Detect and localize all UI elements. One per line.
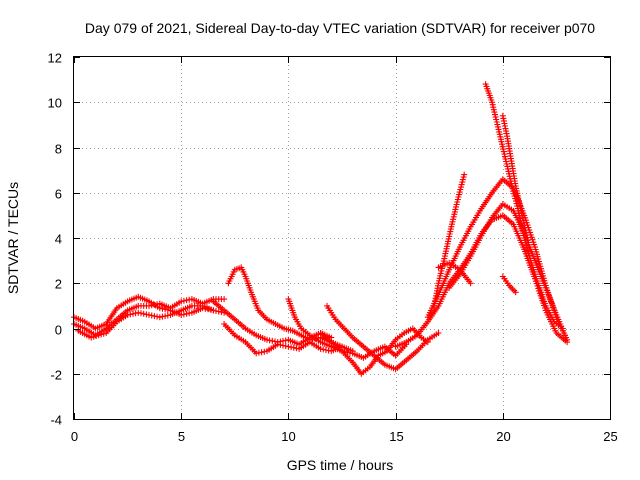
series-track-16 xyxy=(499,273,519,296)
series-markers xyxy=(499,273,519,296)
chart-title: Day 079 of 2021, Sidereal Day-to-day VTE… xyxy=(85,20,595,36)
data-point xyxy=(347,349,353,356)
data-point xyxy=(501,123,508,129)
data-point xyxy=(183,310,190,317)
data-point xyxy=(127,311,134,318)
x-tick-label: 5 xyxy=(178,429,185,444)
series-track-17 xyxy=(499,112,532,246)
y-tick-label: -2 xyxy=(50,368,62,383)
x-tick-label: 25 xyxy=(603,429,617,444)
data-point xyxy=(320,346,327,353)
data-point xyxy=(258,349,265,356)
data-point xyxy=(253,350,260,357)
data-point xyxy=(512,289,519,296)
data-point xyxy=(525,239,532,246)
y-tick-label: 8 xyxy=(55,142,62,157)
data-point xyxy=(564,336,571,343)
axes: 0 5 10 15 20 25 -4 -2 0 2 4 6 8 10 12 xyxy=(48,51,618,445)
data-point xyxy=(269,337,276,344)
y-tick-label: 12 xyxy=(48,51,62,66)
data-point xyxy=(159,305,166,312)
y-tick-label: 6 xyxy=(55,187,62,202)
data-point xyxy=(467,280,474,287)
data-point xyxy=(164,312,171,319)
series-markers xyxy=(499,112,532,246)
data-point xyxy=(164,306,171,313)
x-tick-label: 20 xyxy=(496,429,510,444)
data-point xyxy=(277,341,284,348)
series-track-9 xyxy=(324,302,442,373)
series-markers xyxy=(285,296,410,361)
data-point xyxy=(562,332,568,339)
series-markers xyxy=(75,302,217,341)
data-point xyxy=(261,348,268,355)
series-markers xyxy=(324,302,442,373)
y-tick-label: 10 xyxy=(48,96,62,111)
y-tick-label: 2 xyxy=(55,277,62,292)
data-point xyxy=(215,308,222,315)
data-point xyxy=(435,330,442,336)
data-point xyxy=(140,310,147,317)
series-track-15 xyxy=(435,259,474,287)
data-point xyxy=(221,296,228,303)
series-track-12 xyxy=(431,171,468,309)
data-point xyxy=(210,307,217,314)
series-track-14 xyxy=(446,201,568,339)
data-point xyxy=(461,171,468,178)
x-axis-label: GPS time / hours xyxy=(287,457,394,473)
series-markers xyxy=(446,201,568,339)
plot-frame xyxy=(73,56,611,420)
data-point xyxy=(146,311,152,318)
data-point xyxy=(293,345,300,352)
data-point xyxy=(178,298,185,305)
data-point xyxy=(138,310,144,317)
data-point xyxy=(162,313,169,320)
data-point xyxy=(180,311,187,318)
series-track-3 xyxy=(75,302,217,341)
series-markers xyxy=(431,171,468,309)
data-point xyxy=(156,314,163,321)
data-point xyxy=(285,343,292,350)
x-tick-label: 15 xyxy=(389,429,403,444)
data-series xyxy=(71,81,571,377)
x-tick-label: 0 xyxy=(71,429,78,444)
data-point xyxy=(264,336,270,343)
x-tick-label: 10 xyxy=(281,429,295,444)
data-point xyxy=(148,312,155,319)
y-tick-label: 0 xyxy=(55,323,62,338)
data-point xyxy=(180,297,187,304)
series-markers xyxy=(221,321,345,357)
series-track-5 xyxy=(221,321,345,357)
data-point xyxy=(130,310,136,317)
data-point xyxy=(290,344,297,351)
y-axis-label: SDTVAR / TECUs xyxy=(5,182,21,294)
data-point xyxy=(156,305,163,312)
data-point xyxy=(274,341,281,348)
series-markers xyxy=(435,259,474,287)
y-tick-label: 4 xyxy=(55,232,62,247)
y-tick-label: -4 xyxy=(50,413,62,428)
data-point xyxy=(322,347,329,353)
data-point xyxy=(154,313,161,320)
data-point xyxy=(282,343,289,349)
